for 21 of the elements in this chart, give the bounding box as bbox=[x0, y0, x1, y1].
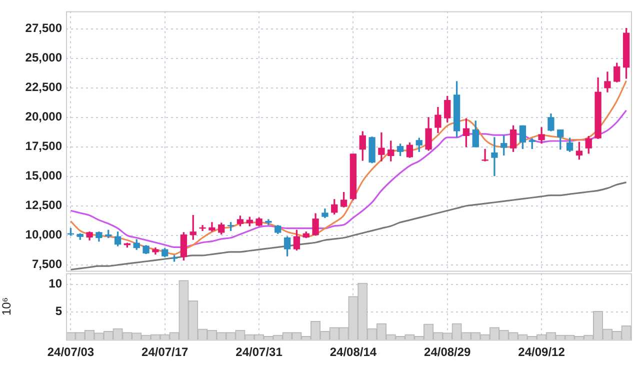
y-tick-label: 22,500 bbox=[25, 80, 62, 94]
y-tick-label: 10,000 bbox=[25, 228, 62, 242]
candlestick bbox=[227, 222, 234, 232]
y-tick-label: 15,000 bbox=[25, 168, 62, 183]
y-tick-label: 12,500 bbox=[25, 198, 62, 212]
y-tick-label: 25,000 bbox=[25, 50, 62, 65]
x-tick-label: 24/08/29 bbox=[424, 345, 472, 360]
y-tick-label: 27,500 bbox=[25, 21, 62, 36]
x-tick-label: 24/07/31 bbox=[236, 345, 283, 360]
y-tick-label: 20,000 bbox=[25, 110, 62, 124]
line-series bbox=[70, 182, 628, 270]
y-tick-label: 7,500 bbox=[32, 257, 62, 272]
y-tick-label: 17,500 bbox=[25, 139, 62, 154]
x-tick-label: 24/08/14 bbox=[330, 345, 377, 360]
y-tick-label: 5 bbox=[55, 304, 62, 318]
x-tick-label: 24/09/12 bbox=[518, 345, 566, 360]
y-axis-title: 10⁶ bbox=[0, 297, 14, 316]
x-tick-label: 24/07/03 bbox=[47, 345, 94, 360]
candlestick bbox=[482, 148, 488, 162]
x-tick-label: 24/07/17 bbox=[142, 345, 189, 360]
y-tick-label: 10 bbox=[48, 276, 62, 291]
